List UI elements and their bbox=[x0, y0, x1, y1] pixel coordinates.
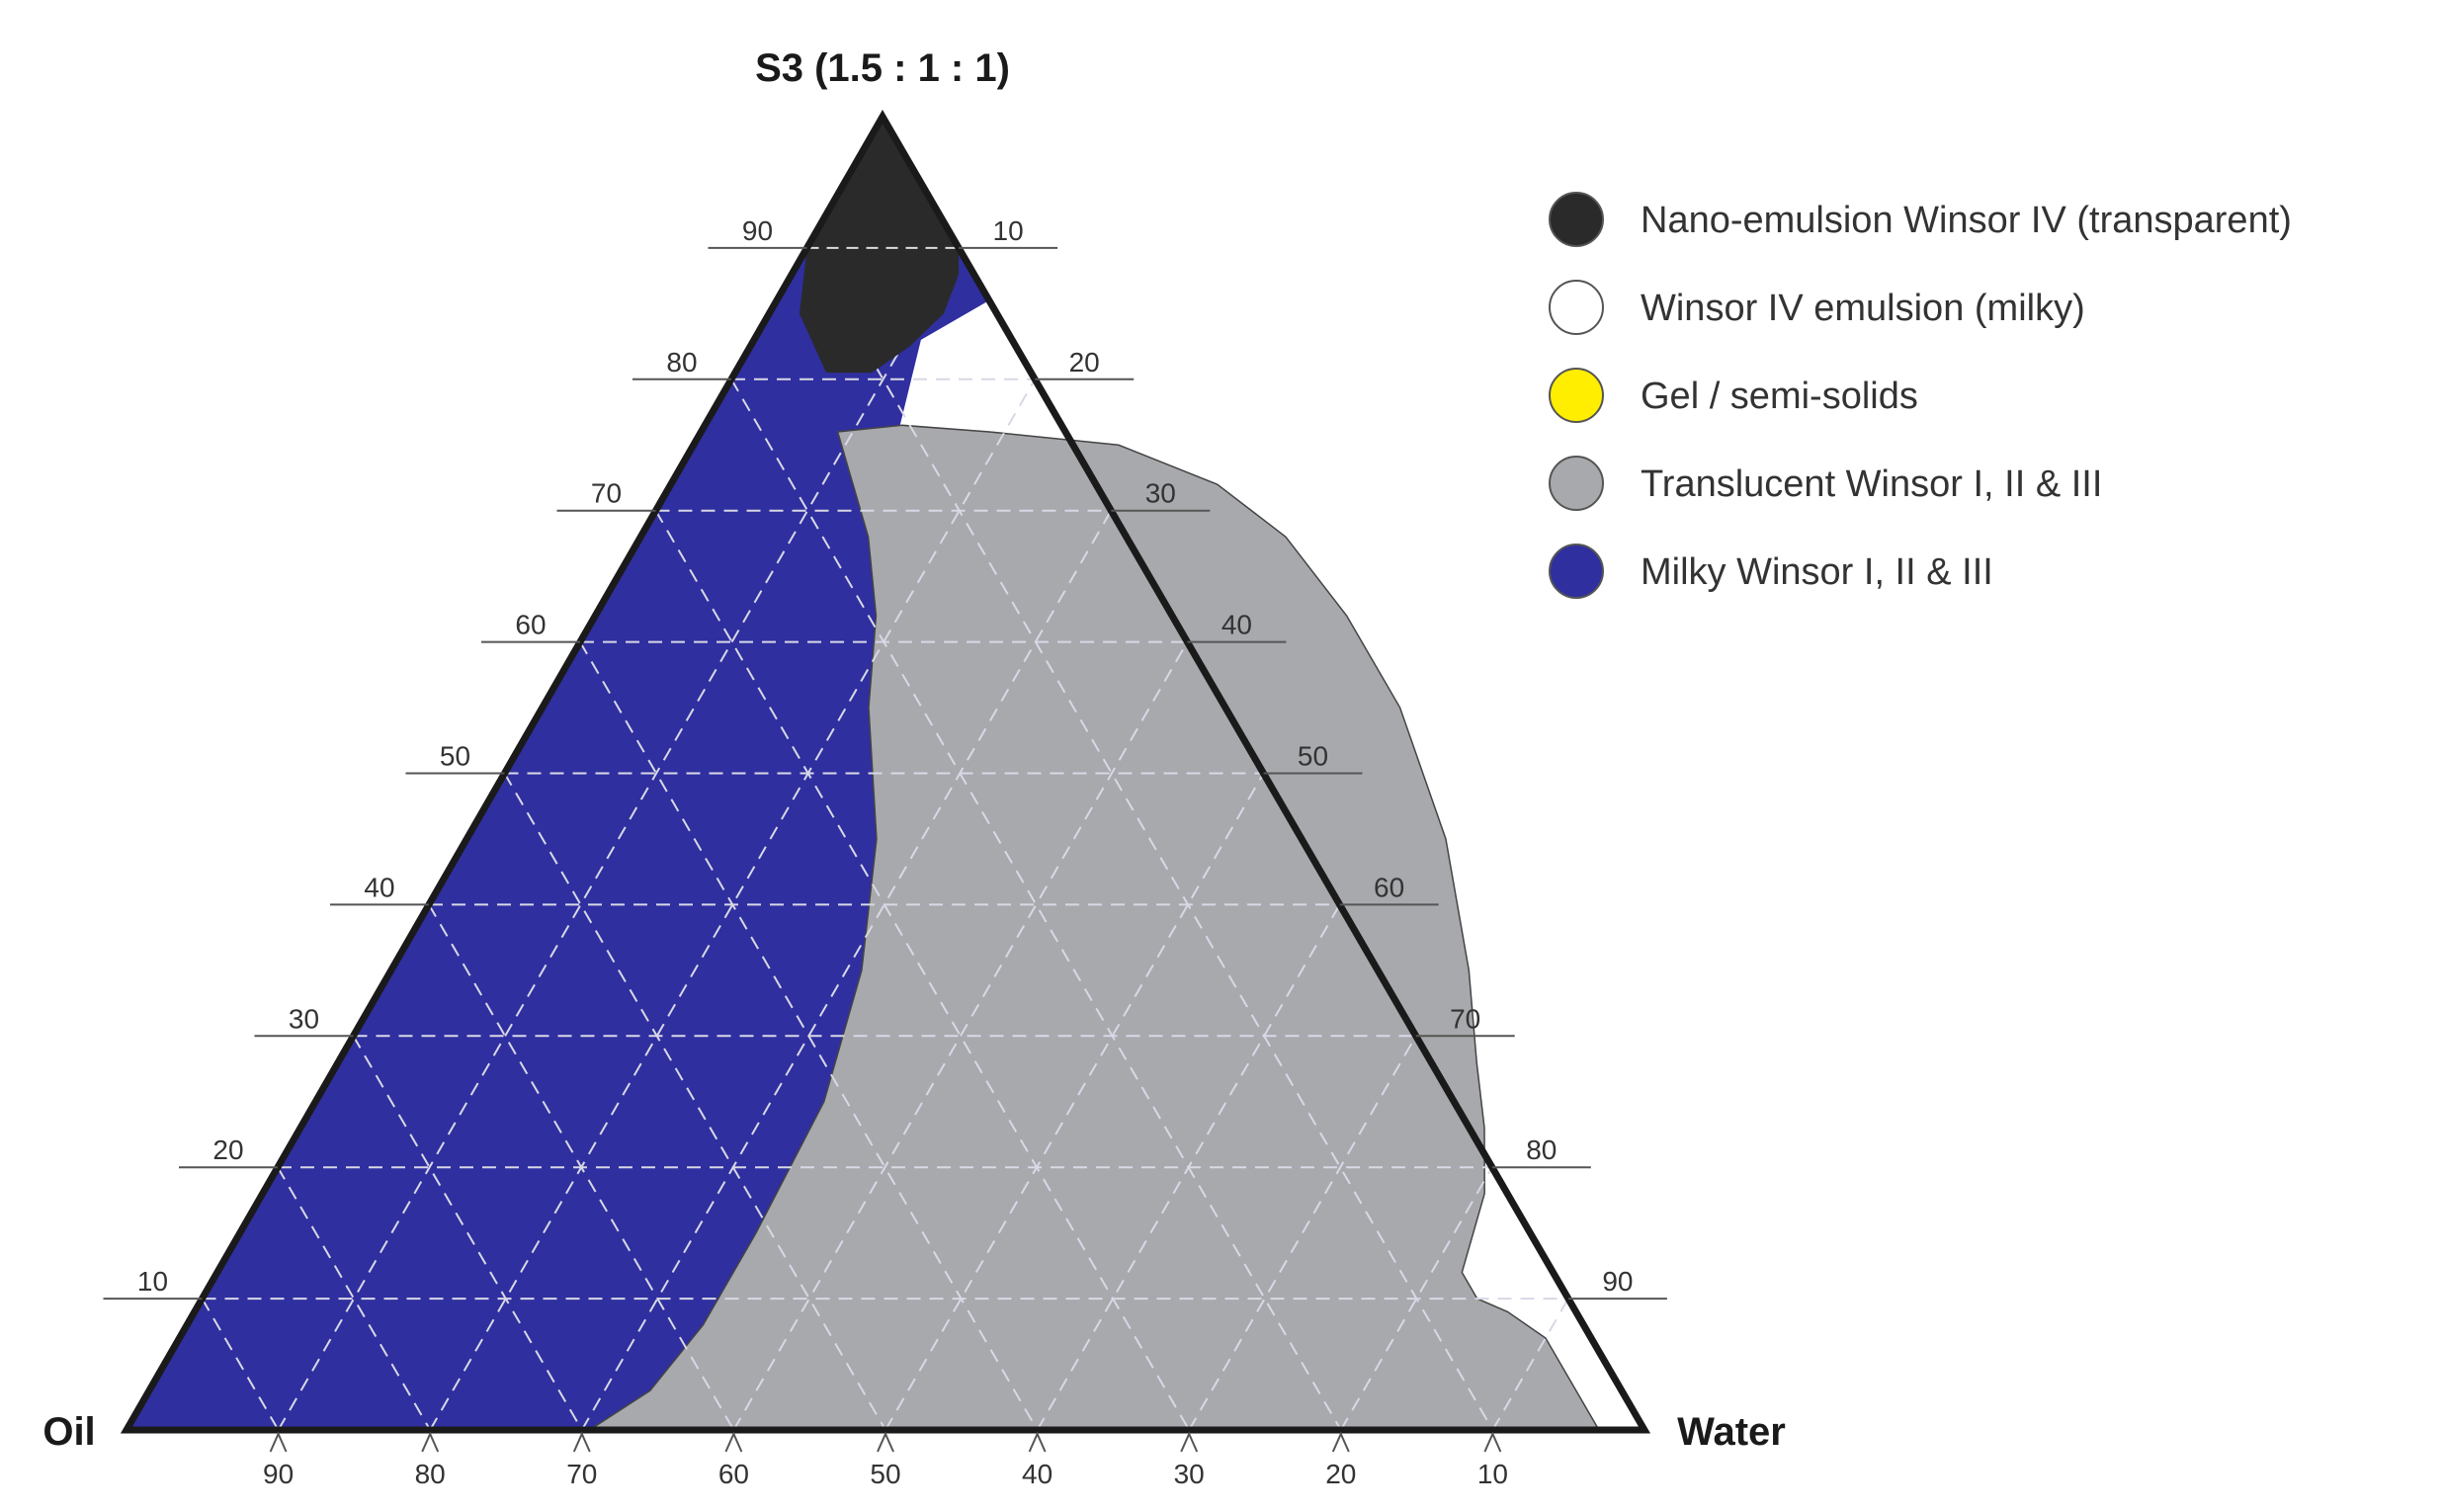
tick-label-bottom-10: 10 bbox=[1477, 1459, 1508, 1489]
legend-marker-translucent bbox=[1549, 456, 1604, 511]
tick-label-right-70: 70 bbox=[1450, 1003, 1480, 1034]
grid-line-water bbox=[732, 641, 1189, 1431]
tick-label-bottom-90: 90 bbox=[263, 1459, 294, 1489]
tick-label-left-30: 30 bbox=[289, 1003, 319, 1034]
grid-line-water bbox=[429, 378, 1037, 1431]
tick-label-left-60: 60 bbox=[515, 610, 546, 640]
tick-label-bottom-70: 70 bbox=[566, 1459, 597, 1489]
grid-line-oil bbox=[805, 247, 1494, 1431]
tick-label-bottom-80: 80 bbox=[415, 1459, 446, 1489]
grid-line-water bbox=[1491, 1298, 1569, 1431]
legend-marker-milky4 bbox=[1549, 280, 1604, 335]
axis-ticks bbox=[103, 246, 1667, 1453]
grid-line-water bbox=[884, 773, 1265, 1431]
vertex-label-top: S3 (1.5 : 1 : 1) bbox=[755, 46, 1010, 90]
tick-label-left-10: 10 bbox=[137, 1266, 168, 1297]
grid-line-oil bbox=[654, 510, 1191, 1431]
tick-label-right-80: 80 bbox=[1526, 1134, 1557, 1165]
tick-bottom-80 bbox=[421, 1431, 440, 1453]
tick-label-left-90: 90 bbox=[742, 215, 773, 246]
tick-label-left-20: 20 bbox=[212, 1134, 243, 1165]
tick-label-right-20: 20 bbox=[1069, 347, 1100, 378]
tick-label-bottom-20: 20 bbox=[1325, 1459, 1356, 1489]
tick-label-right-10: 10 bbox=[993, 215, 1024, 246]
tick-label-bottom-40: 40 bbox=[1022, 1459, 1053, 1489]
vertex-label-oil: Oil bbox=[42, 1410, 95, 1454]
tick-bottom-50 bbox=[877, 1431, 894, 1453]
grid-line-oil bbox=[277, 1166, 432, 1431]
grid-line-water bbox=[1036, 903, 1341, 1431]
legend-label-gel: Gel / semi-solids bbox=[1641, 376, 1918, 417]
tick-label-right-60: 60 bbox=[1374, 872, 1404, 902]
tick-label-right-90: 90 bbox=[1602, 1266, 1633, 1297]
tick-label-right-30: 30 bbox=[1145, 478, 1176, 509]
tick-label-left-80: 80 bbox=[666, 347, 697, 378]
legend-marker-milky bbox=[1549, 544, 1604, 599]
legend: Nano-emulsion Winsor IV (transparent) Win… bbox=[1549, 192, 2292, 599]
grid-line-oil bbox=[428, 903, 735, 1431]
grid-line-water bbox=[277, 247, 960, 1431]
grid-line-oil bbox=[579, 641, 1039, 1431]
tick-label-left-50: 50 bbox=[440, 741, 470, 772]
legend-label-milky: Milky Winsor I, II & III bbox=[1641, 551, 1993, 593]
tick-label-bottom-30: 30 bbox=[1174, 1459, 1205, 1489]
legend-label-nano: Nano-emulsion Winsor IV (transparent) bbox=[1641, 200, 2292, 241]
tick-bottom-70 bbox=[572, 1431, 591, 1453]
grid-line-oil bbox=[201, 1298, 280, 1431]
legend-marker-gel bbox=[1549, 368, 1604, 423]
grid-line-oil bbox=[730, 378, 1342, 1431]
legend-label-milky4: Winsor IV emulsion (milky) bbox=[1641, 288, 2085, 329]
tick-label-bottom-50: 50 bbox=[870, 1459, 900, 1489]
tick-bottom-20 bbox=[1331, 1431, 1350, 1453]
grid-line-water bbox=[1339, 1166, 1493, 1431]
legend-marker-nano bbox=[1549, 192, 1604, 247]
tick-bottom-30 bbox=[1180, 1431, 1199, 1453]
legend-label-translucent: Translucent Winsor I, II & III bbox=[1641, 463, 2102, 505]
tick-label-left-40: 40 bbox=[364, 872, 394, 902]
tick-bottom-10 bbox=[1483, 1431, 1502, 1453]
tick-label-bottom-60: 60 bbox=[718, 1459, 749, 1489]
grid-line-oil bbox=[352, 1035, 583, 1431]
tick-bottom-60 bbox=[724, 1431, 743, 1453]
tick-bottom-40 bbox=[1028, 1431, 1047, 1453]
grid-line-water bbox=[580, 510, 1113, 1431]
tick-label-right-50: 50 bbox=[1298, 741, 1328, 772]
tick-bottom-90 bbox=[269, 1431, 288, 1453]
grid-line-oil bbox=[503, 772, 886, 1431]
vertex-label-water: Water bbox=[1677, 1410, 1786, 1454]
tick-labels: 10 20 30 40 50 60 70 80 90 10 20 30 40 50 60 70 80 90 90 80… bbox=[137, 215, 1634, 1489]
tick-label-left-70: 70 bbox=[591, 478, 622, 509]
grid-line-water bbox=[1188, 1035, 1417, 1431]
tick-label-right-40: 40 bbox=[1221, 610, 1252, 640]
